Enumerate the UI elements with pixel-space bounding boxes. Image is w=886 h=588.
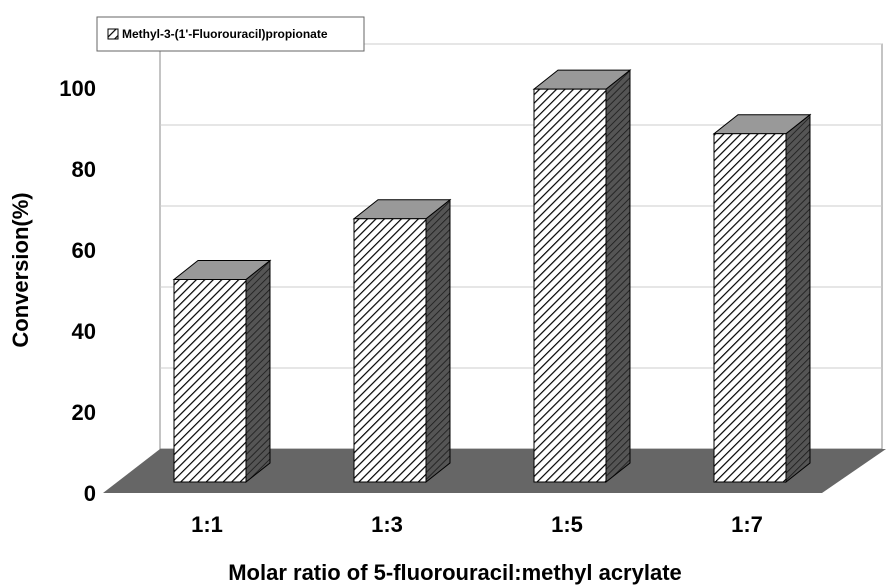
y-tick-label: 20 [72,400,96,425]
x-tick-label: 1:5 [551,512,583,537]
legend-swatch [107,28,119,40]
x-tick-label: 1:3 [371,512,403,537]
bar-side [785,113,811,484]
y-tick-label: 100 [59,76,96,101]
y-tick-label: 40 [72,319,96,344]
bar-side [425,198,451,484]
bar-side [605,69,631,484]
plot-floor [103,449,886,493]
legend-box [96,16,365,52]
x-axis-title: Molar ratio of 5-fluorouracil:methyl acr… [228,560,682,585]
y-tick-label: 60 [72,238,96,263]
bar [172,259,272,484]
x-tick-labels: 1:1 1:3 1:5 1:7 [191,512,763,537]
bar-front [533,88,607,483]
y-tick-label: 0 [84,481,96,506]
bar-side [245,259,271,484]
bars [172,69,812,484]
bar-front [713,133,787,483]
bar [712,113,812,484]
y-axis-title: Conversion(%) [8,192,33,347]
legend: Methyl-3-(1'-Fluorouracil)propionate [96,16,365,52]
bar [352,198,452,484]
bar-front [173,279,247,483]
bar-front [353,218,427,483]
bar [532,69,632,484]
x-tick-label: 1:7 [731,512,763,537]
x-tick-label: 1:1 [191,512,223,537]
legend-entry: Methyl-3-(1'-Fluorouracil)propionate [122,27,328,41]
y-tick-labels: 0 20 40 60 80 100 [59,76,96,506]
y-tick-label: 80 [72,157,96,182]
